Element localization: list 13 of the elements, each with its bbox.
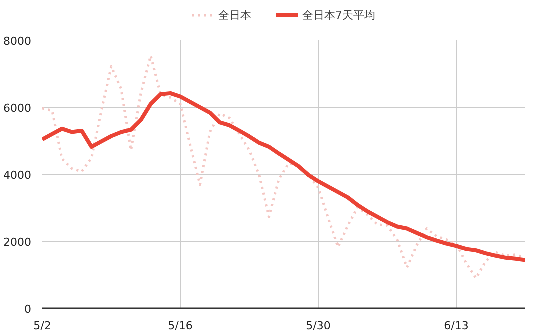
y-tick-label: 6000	[4, 102, 32, 115]
x-tick-label: 5/30	[306, 320, 331, 332]
legend-label: 全日本	[218, 8, 252, 22]
y-tick-label: 8000	[4, 35, 32, 48]
x-tick-label: 5/2	[34, 320, 52, 332]
legend-label: 全日本7天平均	[302, 8, 376, 22]
x-tick-label: 6/13	[444, 320, 469, 332]
x-tick-label: 5/16	[168, 320, 193, 332]
line-series	[42, 91, 526, 262]
y-tick-label: 2000	[4, 236, 32, 249]
y-tick-label: 0	[24, 303, 32, 316]
y-tick-label: 4000	[4, 169, 32, 182]
line-series	[42, 54, 526, 280]
